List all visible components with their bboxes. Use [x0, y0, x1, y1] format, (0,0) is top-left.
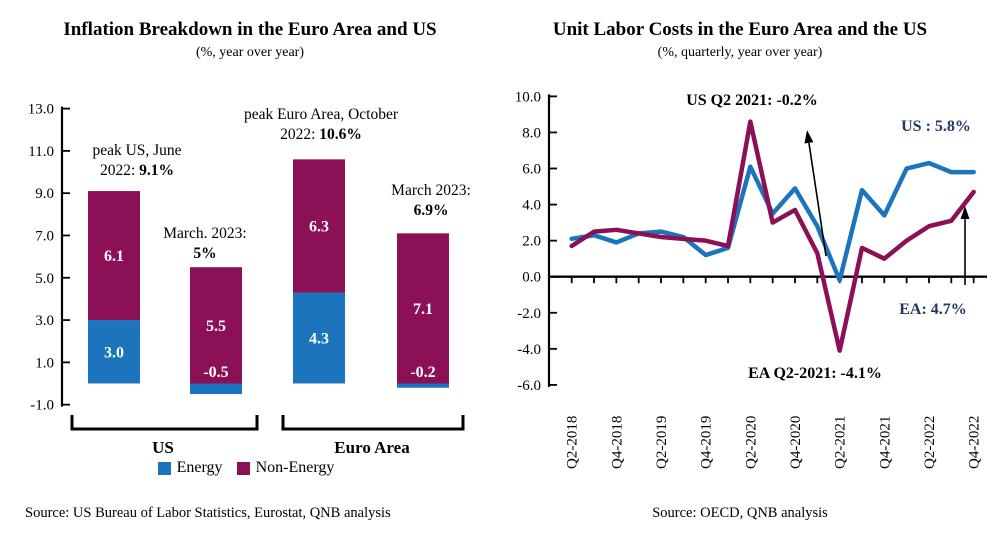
bar-segment-non-energy — [190, 267, 242, 384]
annotation-value: 10.6% — [319, 126, 362, 143]
x-axis-tick-label: Q4-2021 — [877, 416, 893, 469]
y-axis-tick-label: 2.0 — [522, 234, 541, 250]
bar-segment-non-energy — [397, 233, 449, 384]
bar-value-label-energy: -0.5 — [203, 364, 228, 381]
y-axis-tick-label: 8.0 — [522, 125, 541, 141]
annotation-text: 2022: — [99, 162, 140, 179]
bar-value-label-non-energy: 5.5 — [206, 318, 226, 335]
annotation-us-latest: US : 5.8% — [901, 118, 971, 135]
bar-value-label-non-energy: 7.1 — [413, 301, 433, 318]
y-axis-tick-label: 13.0 — [28, 102, 54, 118]
line-ea — [569, 119, 976, 353]
right-chart-title: Unit Labor Costs in the Euro Area and th… — [552, 19, 928, 40]
y-axis-tick-label: -1.0 — [30, 398, 54, 414]
unit-labor-costs-chart-panel: Unit Labor Costs in the Euro Area and th… — [500, 0, 1000, 554]
us-group-bracket — [70, 415, 259, 431]
y-axis-tick-label: 5.0 — [35, 271, 54, 287]
bar-value-label-energy: 4.3 — [309, 331, 329, 348]
y-axis-tick-label: 4.0 — [522, 198, 541, 214]
annotation-ea-q2-2021: EA Q2-2021: -4.1% — [748, 365, 882, 382]
bar-segment-energy — [397, 383, 449, 388]
y-axis-tick-label: 9.0 — [35, 186, 54, 202]
bar-value-label-energy: 3.0 — [104, 344, 124, 361]
y-axis-tick-label: 0.0 — [522, 270, 541, 286]
right-chart-subtitle: (%, quarterly, year over year) — [657, 45, 823, 60]
annotation-text: peak US, June — [92, 142, 182, 159]
y-axis-tick-label: -4.0 — [517, 342, 541, 358]
bar-segment-energy — [293, 292, 345, 384]
annotation-peak-euro-area: peak Euro Area, October 2022: 10.6% — [211, 105, 431, 145]
annotation-text: peak Euro Area, October — [243, 106, 399, 123]
left-source-note: Source: US Bureau of Labor Statistics, E… — [25, 505, 391, 521]
annotation-peak-us: peak US, June 2022: 9.1% — [40, 141, 234, 181]
right-source-note: Source: OECD, QNB analysis — [652, 505, 828, 521]
y-axis-tick-label: 10.0 — [515, 89, 541, 105]
x-axis-tick-label: Q2-2021 — [833, 416, 849, 469]
x-axis-tick-label: Q2-2018 — [565, 416, 581, 469]
ea-latest-arrow-head — [960, 206, 970, 219]
bar-value-label-non-energy: 6.3 — [309, 218, 329, 235]
bar-segment-non-energy — [293, 159, 345, 293]
y-axis-tick-label: 3.0 — [35, 313, 54, 329]
inflation-bar-chart: 13.0 11.0 9.0 7.0 5.0 3.0 1.0 -1.0 3.0 6.1 -0.5 5.5… — [28, 102, 465, 431]
left-chart-title: Inflation Breakdown in the Euro Area and… — [63, 19, 437, 40]
euro-area-group-bracket — [281, 415, 465, 431]
x-axis-tick-label: Q2-2020 — [743, 416, 759, 469]
annotation-ea-latest: EA: 4.7% — [899, 301, 967, 318]
annotation-value: 9.1% — [139, 162, 175, 179]
y-axis-tick-label: 6.0 — [522, 162, 541, 178]
x-axis-tick-label: Q4-2018 — [609, 416, 625, 469]
x-axis-tick-label: Q4-2022 — [967, 416, 983, 469]
left-chart-subtitle: (%, year over year) — [195, 45, 305, 60]
group-label-us: US — [152, 438, 174, 457]
annotation-ea-march-2023: March 2023: 6.9% — [354, 181, 508, 221]
annotation-value: 5% — [193, 245, 217, 262]
y-axis-tick-label: -2.0 — [517, 306, 541, 322]
non-energy-legend-swatch — [236, 461, 250, 475]
annotation-value: 6.9% — [413, 202, 449, 219]
x-axis-tick-label: Q2-2022 — [922, 416, 938, 469]
y-axis-tick-label: -6.0 — [517, 378, 541, 394]
unit-labor-costs-line-chart: 10.0 8.0 6.0 4.0 2.0 0.0 -2.0 -4.0 -6.0 Q2-2018 Q4… — [515, 89, 987, 469]
y-axis-tick-label: 11.0 — [28, 144, 54, 160]
annotation-us-march-2023: March. 2023: 5% — [130, 224, 280, 264]
legend-label-energy: Energy — [176, 459, 223, 476]
inflation-chart-panel: Inflation Breakdown in the Euro Area and… — [0, 19, 492, 521]
bar-value-label-non-energy: 6.1 — [104, 248, 124, 265]
annotation-us-q2-2021: US Q2 2021: -0.2% — [686, 92, 818, 109]
annotation-text: March 2023: — [391, 182, 471, 199]
x-axis-tick-label: Q4-2019 — [699, 416, 715, 469]
annotation-text: 2022: — [280, 126, 320, 143]
bar-segment-energy — [190, 383, 242, 395]
x-axis-tick-label: Q2-2019 — [654, 416, 670, 469]
y-axis-tick-label: 1.0 — [35, 355, 54, 371]
x-axis-tick-label: Q4-2020 — [788, 416, 804, 469]
group-label-euro-area: Euro Area — [334, 438, 410, 457]
bar-segment-energy — [88, 320, 140, 384]
annotation-text: March. 2023: — [163, 225, 247, 242]
us-dip-arrow-line — [808, 142, 827, 257]
legend: Energy Non-Energy — [0, 459, 492, 477]
energy-legend-swatch — [157, 461, 171, 475]
legend-label-non-energy: Non-Energy — [255, 459, 335, 476]
bar-value-label-energy: -0.2 — [410, 364, 435, 381]
legend-item-energy: Energy — [157, 459, 223, 477]
legend-item-non-energy: Non-Energy — [236, 459, 335, 477]
bar-segment-non-energy — [88, 191, 140, 321]
us-dip-arrow-head — [804, 130, 814, 144]
y-axis-tick-label: 7.0 — [35, 228, 54, 244]
